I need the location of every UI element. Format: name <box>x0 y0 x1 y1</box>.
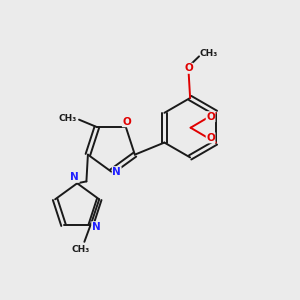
Text: CH₃: CH₃ <box>200 50 218 58</box>
Text: CH₃: CH₃ <box>59 114 77 123</box>
Text: O: O <box>122 117 131 127</box>
Text: CH₃: CH₃ <box>72 245 90 254</box>
Text: O: O <box>206 133 215 143</box>
Text: N: N <box>112 167 121 177</box>
Text: N: N <box>92 222 100 232</box>
Text: O: O <box>184 63 193 73</box>
Text: N: N <box>70 172 79 182</box>
Text: O: O <box>206 112 215 122</box>
